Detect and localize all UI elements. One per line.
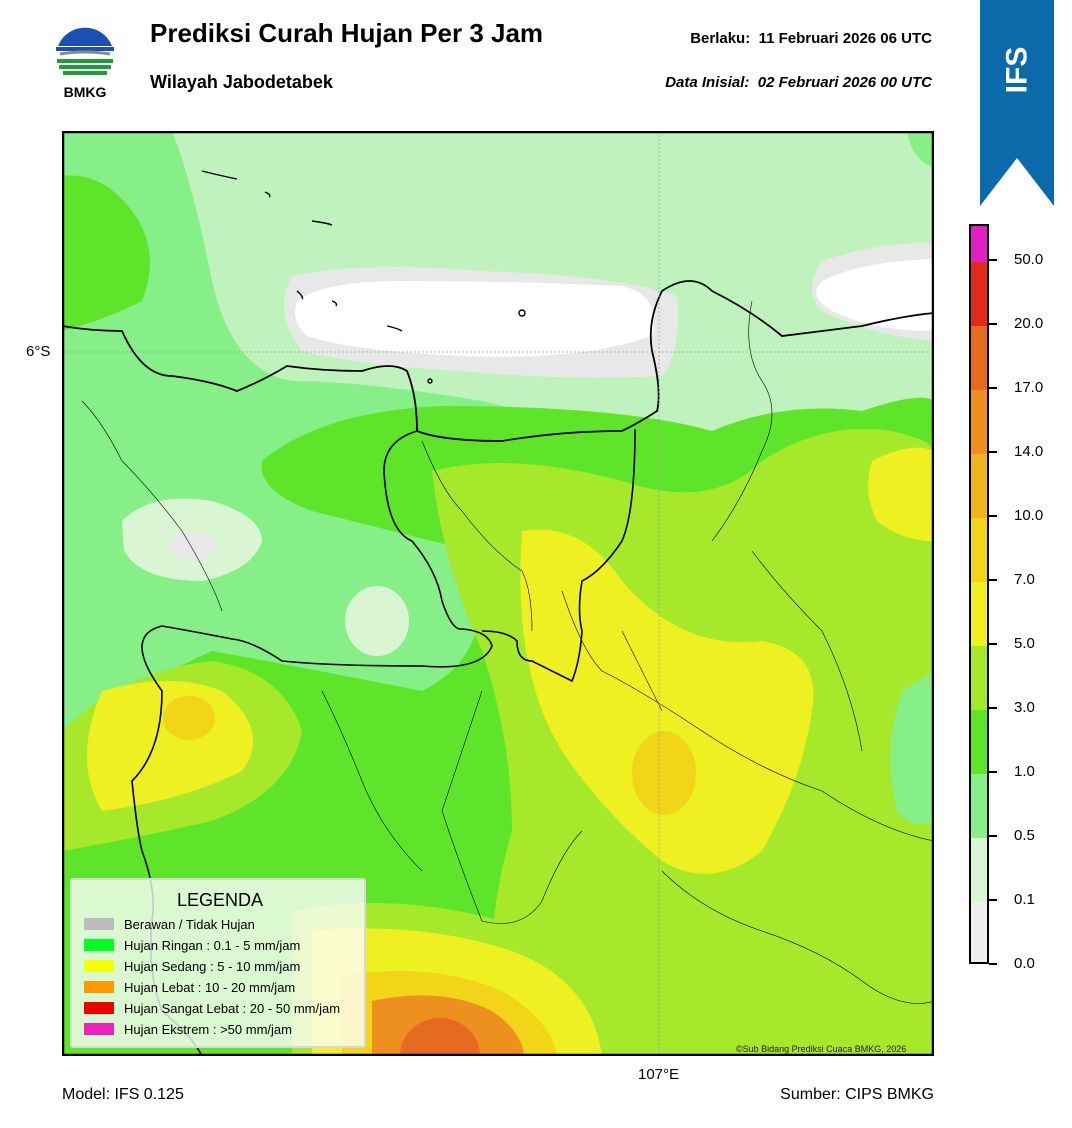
colorbar-tick — [989, 899, 997, 901]
colorbar-segment — [971, 390, 987, 454]
legend-swatch — [84, 1002, 114, 1014]
colorbar-segment — [971, 710, 987, 774]
moderate-plus-center — [632, 731, 696, 815]
colorbar-tick-label: 10.0 — [1014, 507, 1044, 524]
legend-swatch — [84, 981, 114, 993]
colorbar-segment — [971, 226, 987, 262]
colorbar-tick — [989, 771, 997, 773]
ifs-badge-text: IFS — [999, 46, 1033, 94]
colorbar-segment — [971, 902, 987, 962]
model-label: Model: IFS 0.125 — [62, 1086, 184, 1103]
colorbar-segment — [971, 582, 987, 646]
colorbar-tick-label: 14.0 — [1014, 443, 1044, 460]
ifs-banner — [980, 0, 1054, 206]
colorbar-segment — [971, 646, 987, 710]
colorbar-tick — [989, 451, 997, 453]
legend-label: Hujan Sedang : 5 - 10 mm/jam — [124, 958, 301, 974]
colorbar-tick — [989, 707, 997, 709]
colorbar-segment — [971, 518, 987, 582]
legend-swatch — [84, 918, 114, 930]
island-outlines — [201, 170, 526, 384]
regency-boundaries — [81, 300, 934, 1004]
legend-box: LEGENDA Berawan / Tidak Hujan Hujan Ring… — [70, 878, 366, 1048]
colorbar — [969, 224, 989, 964]
legend-item-extreme-rain: Hujan Ekstrem : >50 mm/jam — [84, 1021, 292, 1037]
colorbar-tick-label: 20.0 — [1014, 315, 1044, 332]
legend-label: Hujan Ringan : 0.1 - 5 mm/jam — [124, 937, 301, 953]
legend-item-heavy-rain: Hujan Lebat : 10 - 20 mm/jam — [84, 979, 295, 995]
init-value: 02 Februari 2026 00 UTC — [757, 74, 932, 91]
colorbar-tick-label: 17.0 — [1014, 379, 1044, 396]
cloudy-core-northeast — [816, 259, 934, 331]
colorbar-tick-label: 7.0 — [1014, 571, 1035, 588]
colorbar-tick — [989, 579, 997, 581]
cloudy-core-north — [294, 281, 654, 357]
very-light-rain-center — [345, 586, 409, 656]
colorbar-tick — [989, 387, 997, 389]
colorbar-tick-label: 50.0 — [1014, 251, 1044, 268]
legend-title: LEGENDA — [176, 890, 264, 910]
source-label: Sumber: CIPS BMKG — [780, 1086, 934, 1103]
legend-swatch — [84, 939, 114, 951]
logo-text: BMKG — [63, 84, 107, 100]
longitude-label: 107°E — [638, 1066, 680, 1083]
colorbar-tick — [989, 963, 997, 965]
colorbar-tick-label: 0.1 — [1014, 891, 1035, 908]
light-rain-patch-east — [890, 671, 934, 825]
legend-swatch — [84, 960, 114, 972]
bmkg-logo — [56, 23, 114, 81]
coastline-north — [62, 280, 934, 442]
rainfall-map — [62, 131, 934, 1056]
moderate-rain-patch-nw — [62, 175, 150, 331]
map-frame — [62, 131, 934, 1056]
legend-item-cloudy: Berawan / Tidak Hujan — [84, 916, 255, 932]
colorbar-tick-label: 5.0 — [1014, 635, 1035, 652]
colorbar-tick — [989, 515, 997, 517]
colorbar-segment — [971, 838, 987, 902]
heavy-rain-core — [400, 1018, 480, 1056]
colorbar-tick-label: 3.0 — [1014, 699, 1035, 716]
light-rain-patch-ne — [907, 131, 934, 167]
colorbar-segment — [971, 774, 987, 838]
latitude-label: 6°S — [26, 343, 51, 360]
colorbar-tick — [989, 259, 997, 261]
legend-item-moderate-rain: Hujan Sedang : 5 - 10 mm/jam — [84, 958, 300, 974]
valid-value: 11 Februari 2026 06 UTC — [758, 30, 932, 47]
legend-item-light-rain: Hujan Ringan : 0.1 - 5 mm/jam — [84, 937, 300, 953]
legend-label: Berawan / Tidak Hujan — [124, 916, 255, 932]
legend-label: Hujan Sangat Lebat : 20 - 50 mm/jam — [124, 1000, 341, 1016]
map-credit: ©Sub Bidang Prediksi Cuaca BMKG, 2026 — [736, 1044, 907, 1054]
page-title: Prediksi Curah Hujan Per 3 Jam — [150, 18, 544, 48]
colorbar-segment — [971, 326, 987, 390]
moderate-rain-east — [868, 447, 934, 541]
init-label: Data Inisial: — [665, 74, 750, 91]
colorbar-tick — [989, 835, 997, 837]
legend-swatch — [84, 1023, 114, 1035]
page-subtitle: Wilayah Jabodetabek — [150, 72, 333, 92]
init-time: Data Inisial: 02 Februari 2026 00 UTC — [665, 74, 932, 91]
colorbar-tick — [989, 323, 997, 325]
colorbar-tick-label: 0.0 — [1014, 955, 1035, 972]
moderate-plus-west — [163, 696, 215, 740]
colorbar-tick — [989, 643, 997, 645]
legend-label: Hujan Ekstrem : >50 mm/jam — [124, 1021, 292, 1037]
cloudy-patch-west — [170, 532, 214, 560]
legend-item-very-heavy-rain: Hujan Sangat Lebat : 20 - 50 mm/jam — [84, 1000, 340, 1016]
moderate-rain-center — [520, 529, 814, 874]
legend-label: Hujan Lebat : 10 - 20 mm/jam — [124, 979, 296, 995]
colorbar-tick-label: 0.5 — [1014, 827, 1035, 844]
colorbar-segment — [971, 262, 987, 326]
valid-label: Berlaku: — [690, 30, 751, 47]
colorbar-tick-label: 1.0 — [1014, 763, 1035, 780]
valid-time: Berlaku: 11 Februari 2026 06 UTC — [690, 30, 932, 47]
colorbar-segment — [971, 454, 987, 518]
